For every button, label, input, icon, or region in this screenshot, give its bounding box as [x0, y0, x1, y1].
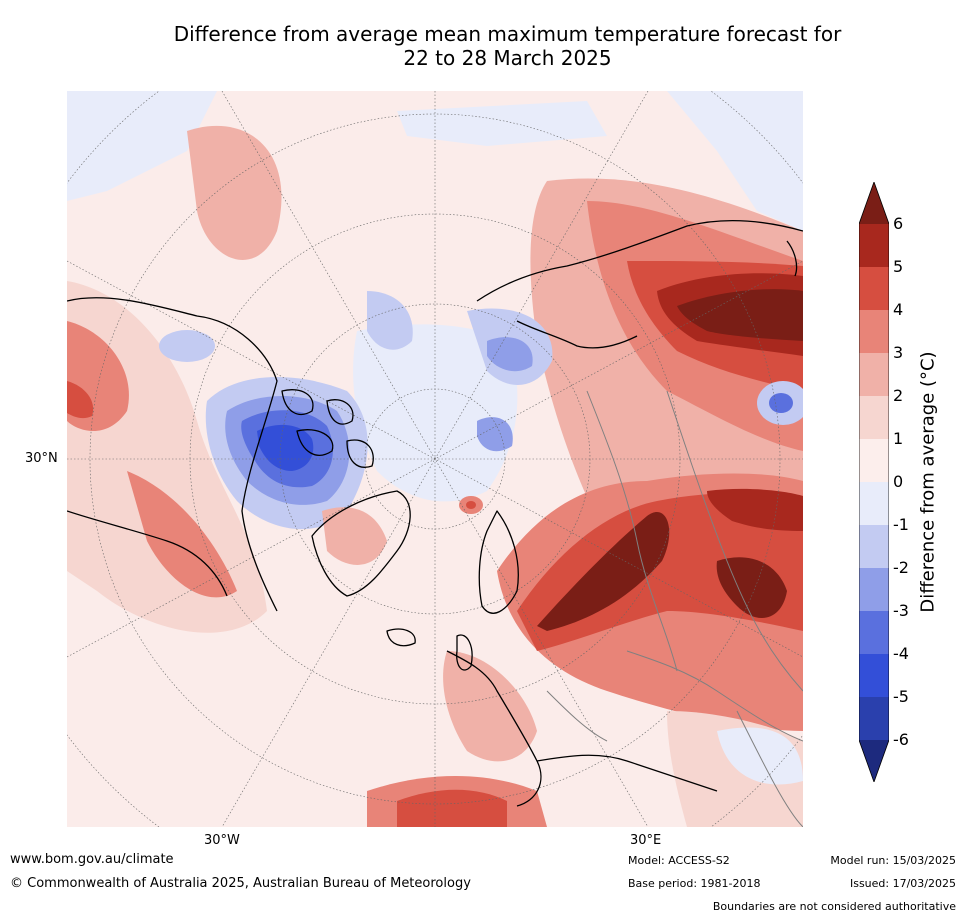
warm-extreme-siberia: [677, 289, 803, 341]
warm-patch-greenland: [322, 507, 387, 565]
warm-core-svalbard: [466, 501, 476, 509]
warm-extreme-europe: [537, 512, 670, 631]
colorbar-extend-low: [859, 740, 889, 782]
cool-patch-alaska: [159, 330, 215, 362]
colorbar-band: [859, 568, 889, 612]
colorbar-label: Difference from average (°C): [917, 351, 939, 613]
warm-peak-pacific: [67, 381, 94, 419]
colorbar-tick-label: 2: [893, 386, 904, 405]
title-line-1: Difference from average mean maximum tem…: [173, 22, 842, 46]
cool-patch-kara: [477, 417, 513, 452]
footer-base-period: Base period: 1981-2018: [628, 877, 761, 890]
lon-label-30w: 30°W: [204, 833, 240, 848]
warm-region-iberia: [443, 651, 537, 762]
footer-issued: Issued: 17/03/2025: [849, 877, 956, 890]
colorbar: [859, 182, 889, 782]
footer-model: Model: ACCESS-S2: [628, 854, 730, 867]
colorbar-band: [859, 353, 889, 397]
colorbar-tick-label: -5: [893, 687, 909, 706]
colorbar-band: [859, 439, 889, 483]
colorbar-tick-label: 6: [893, 214, 904, 233]
coastlines: [67, 219, 803, 807]
colorbar-tick-label: -2: [893, 558, 909, 577]
footer-model-run: Model run: 15/03/2025: [830, 854, 956, 867]
warm-core-north-africa: [397, 789, 507, 827]
colorbar-tick-label: 4: [893, 300, 904, 319]
footer-disclaimer: Boundaries are not considered authoritat…: [712, 900, 956, 913]
cool-patch-arctic-north: [367, 291, 413, 350]
map-svg: [67, 91, 803, 827]
colorbar-band: [859, 697, 889, 741]
colorbar-tick-label: -3: [893, 601, 909, 620]
cool-patch-ne: [667, 91, 803, 231]
colorbar-extend-high: [859, 182, 889, 224]
colorbar-tick-label: 1: [893, 429, 904, 448]
cool-core-east: [769, 393, 793, 413]
colorbar-tick-label: 5: [893, 257, 904, 276]
warm-patch-nw: [187, 125, 282, 260]
colorbar-band: [859, 267, 889, 311]
footer-copyright: © Commonwealth of Australia 2025, Austra…: [10, 876, 471, 891]
warm-strong-ural: [707, 488, 803, 531]
colorbar-tick-label: -1: [893, 515, 909, 534]
cool-core-canada: [257, 424, 314, 471]
colorbar-tick-label: -6: [893, 730, 909, 749]
footer-website: www.bom.gov.au/climate: [10, 852, 174, 867]
colorbar-band: [859, 224, 889, 268]
forecast-map: [67, 91, 803, 827]
colorbar-band: [859, 654, 889, 698]
colorbar-tick-label: -4: [893, 644, 909, 663]
colorbar-band: [859, 482, 889, 526]
lat-label-30n: 30°N: [25, 451, 58, 466]
cool-core-barents: [487, 337, 533, 372]
chart-title: Difference from average mean maximum tem…: [50, 22, 965, 70]
cool-patch-north: [397, 101, 607, 146]
colorbar-tick-label: 0: [893, 472, 904, 491]
colorbar-band: [859, 310, 889, 354]
colorbar-svg: [859, 182, 889, 782]
warm-patch-northamerica: [127, 471, 237, 598]
country-borders: [546, 390, 803, 827]
title-line-2: 22 to 28 March 2025: [403, 46, 612, 70]
colorbar-band: [859, 396, 889, 440]
lon-label-30e: 30°E: [630, 833, 662, 848]
cool-region-arctic-ocean: [353, 324, 518, 502]
warm-extreme-kazakhstan: [716, 557, 787, 618]
colorbar-band: [859, 611, 889, 655]
colorbar-band: [859, 525, 889, 569]
colorbar-tick-label: 3: [893, 343, 904, 362]
graticule: [67, 91, 803, 827]
cool-patch-nw: [67, 91, 217, 201]
